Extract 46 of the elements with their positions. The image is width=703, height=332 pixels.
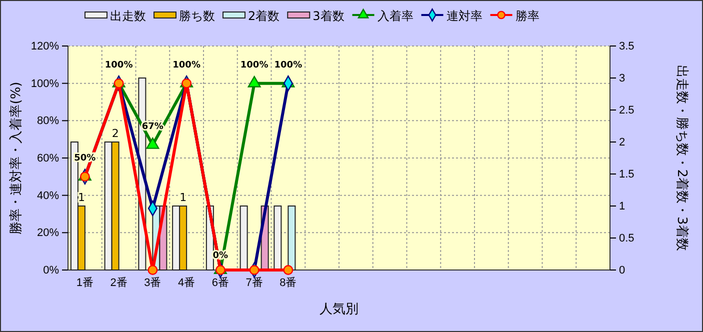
data-label: 100% — [240, 60, 268, 70]
bar — [274, 206, 282, 270]
data-label: 2 — [112, 127, 119, 140]
y2-tick-label: 3.5 — [619, 40, 634, 53]
y-axis-title: 勝率・連対率・入着率(%) — [8, 82, 24, 234]
legend-label: 2着数 — [248, 9, 280, 23]
y2-tick-label: 0 — [619, 264, 626, 277]
x-tick-label: 6番 — [212, 276, 229, 289]
legend-label: 勝ち数 — [179, 9, 215, 23]
y-tick-label: 80% — [36, 115, 60, 128]
legend-label: 入着率 — [377, 9, 414, 23]
y2-tick-label: 1 — [619, 200, 626, 213]
data-label: 100% — [172, 60, 200, 70]
y-tick-label: 120% — [30, 40, 60, 53]
data-label: 1 — [78, 191, 85, 204]
x-tick-label: 2番 — [110, 276, 128, 289]
x-tick-label: 8番 — [280, 276, 297, 289]
y2-tick-label: 2 — [619, 136, 626, 149]
x-axis-title: 人気別 — [320, 302, 358, 317]
point — [215, 265, 226, 275]
point — [148, 265, 158, 275]
legend-label: 3着数 — [312, 9, 344, 23]
y2-tick-label: 1.5 — [619, 168, 634, 181]
point — [249, 265, 260, 275]
bar — [288, 206, 296, 270]
x-tick-label: 4番 — [178, 276, 196, 289]
data-label: 100% — [274, 60, 302, 70]
data-label: 1 — [180, 191, 187, 204]
y-tick-label: 60% — [36, 152, 60, 165]
bar — [240, 206, 248, 270]
x-tick-label: 3番 — [144, 276, 162, 289]
y2-tick-label: 2.5 — [619, 104, 634, 117]
legend-label: 連対率 — [446, 9, 482, 23]
y2-tick-label: 0.5 — [619, 232, 634, 245]
y-tick-label: 20% — [36, 227, 60, 240]
data-label: 100% — [104, 60, 133, 70]
y-tick-label: 100% — [30, 78, 60, 90]
point — [283, 265, 294, 275]
y2-axis-title: 出走数・勝ち数・2着数・3着数 — [674, 65, 690, 251]
y-tick-label: 40% — [36, 190, 60, 202]
legend-label: 勝率 — [515, 9, 540, 23]
legend-label: 出走数 — [110, 9, 146, 23]
x-tick-label: 7番 — [246, 276, 263, 289]
x-tick-label: 1番 — [76, 276, 94, 289]
y2-tick-label: 3 — [619, 72, 626, 85]
y-tick-label: 0% — [43, 264, 60, 277]
